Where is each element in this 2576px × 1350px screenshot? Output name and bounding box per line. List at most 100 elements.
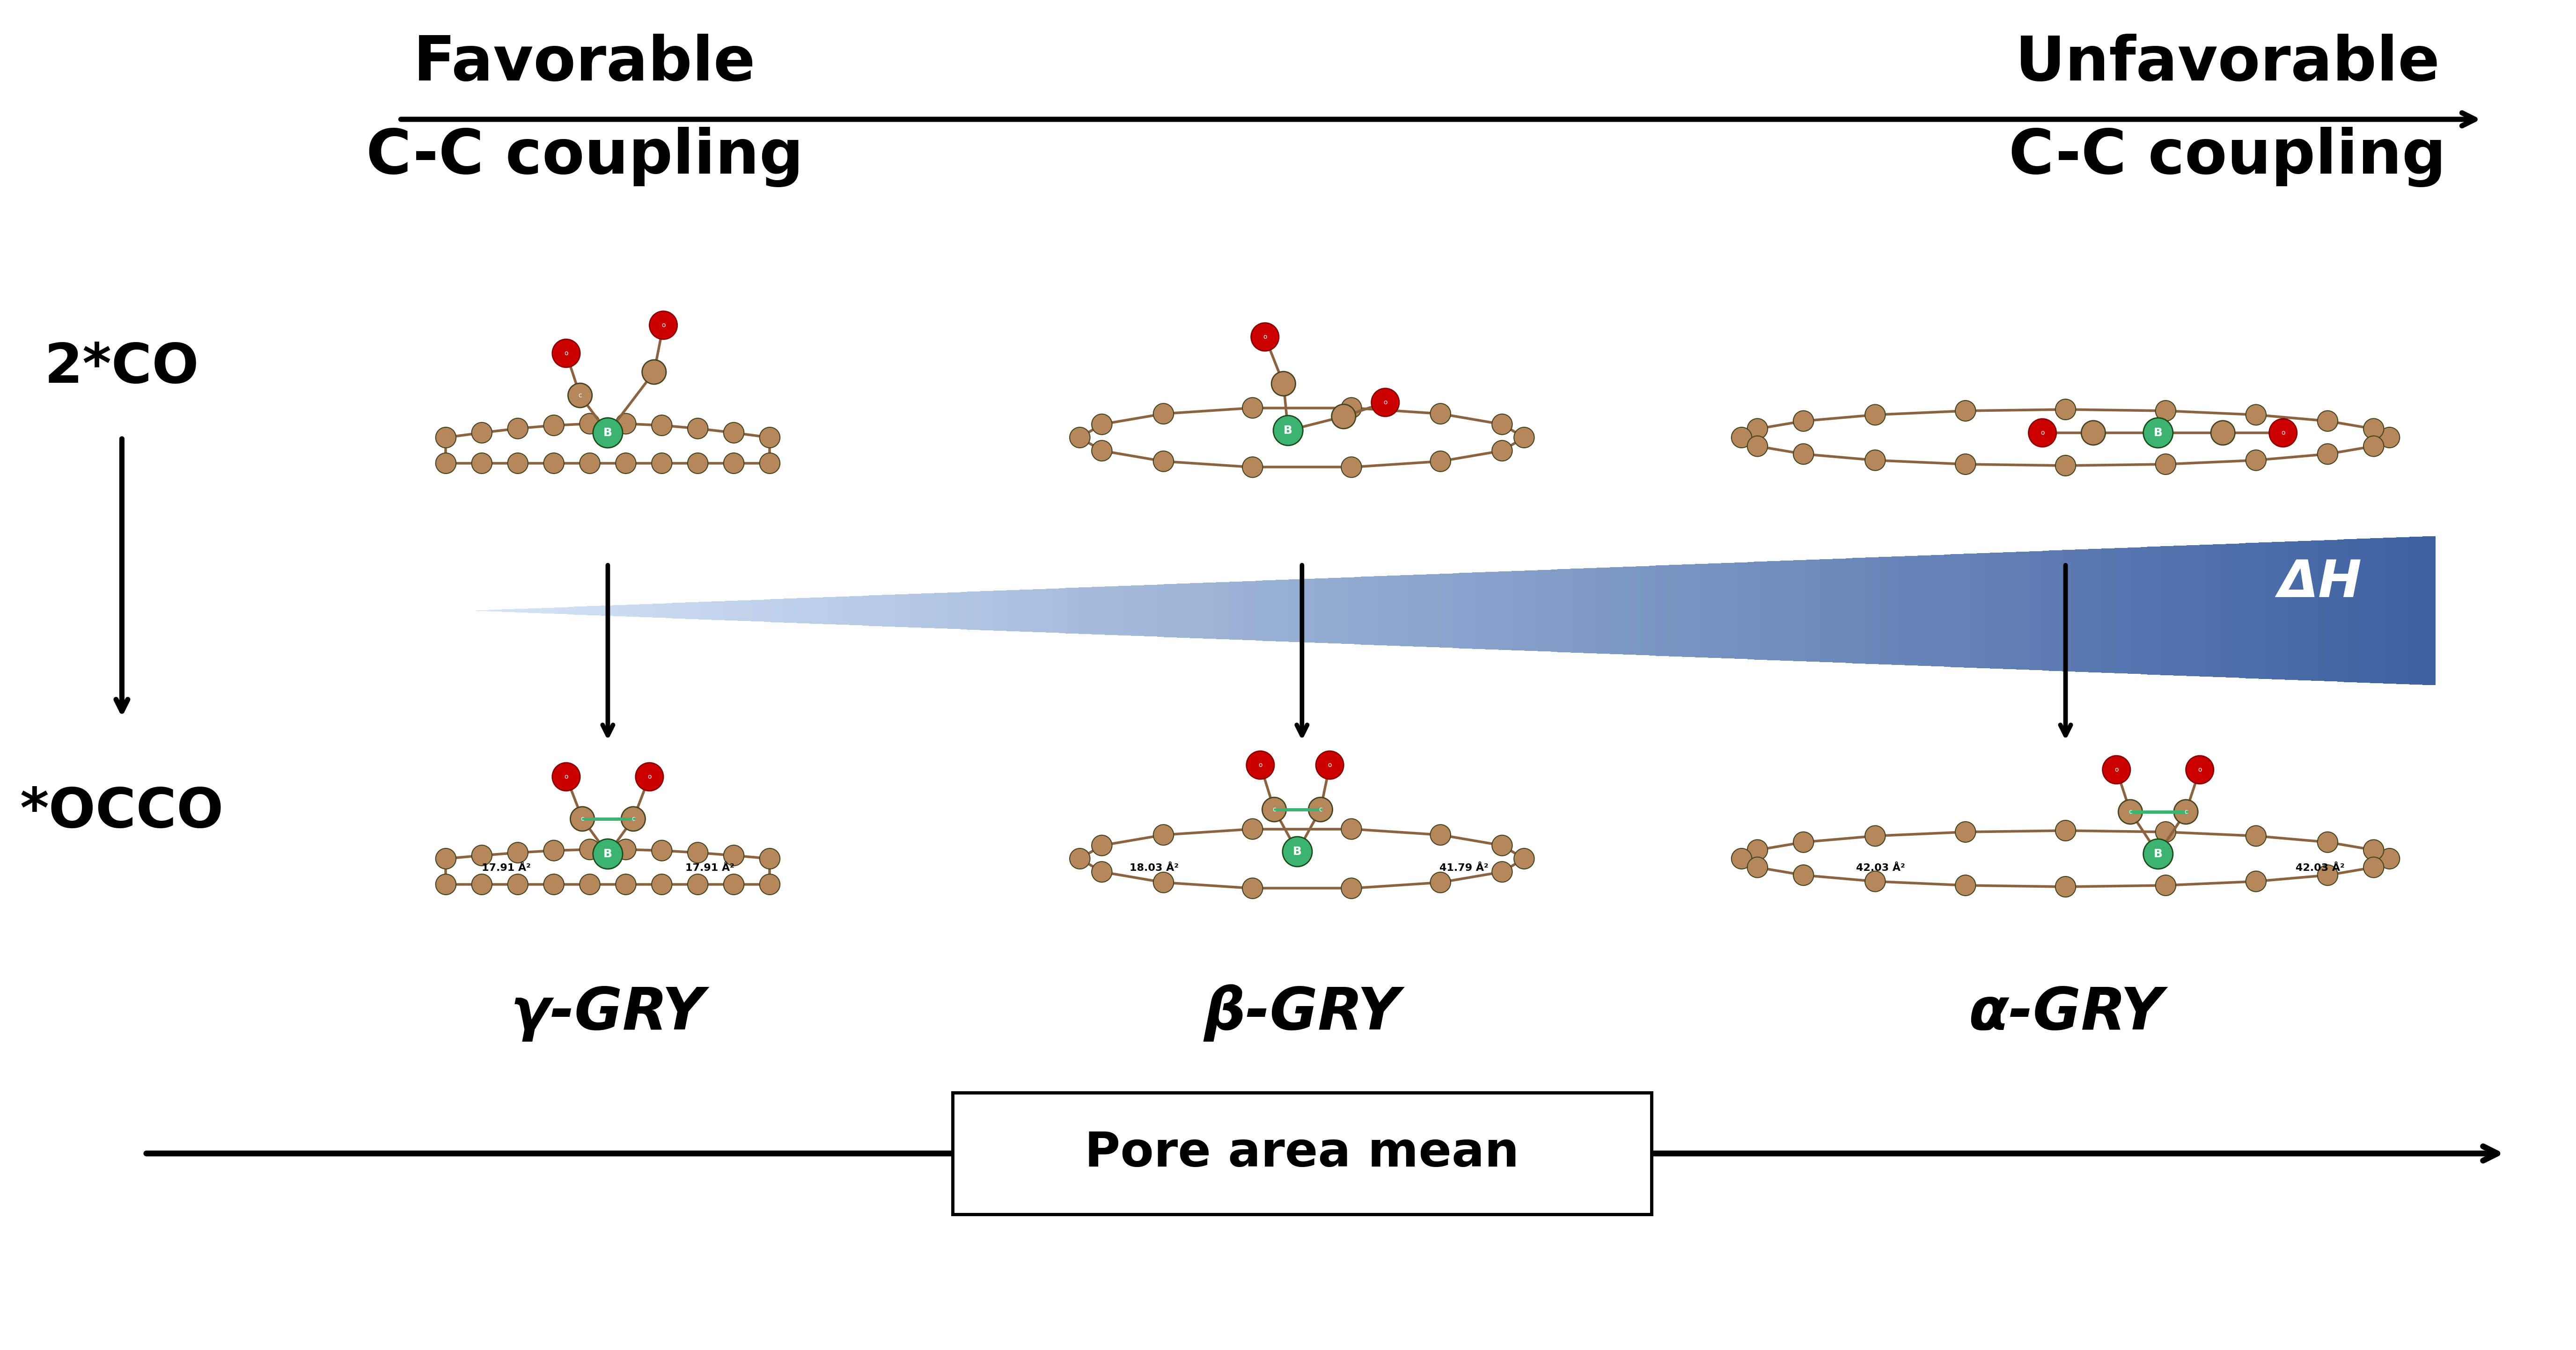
Circle shape <box>1430 825 1450 845</box>
Polygon shape <box>2421 536 2429 684</box>
Polygon shape <box>1814 559 1819 661</box>
Circle shape <box>1154 825 1175 845</box>
Circle shape <box>2318 832 2339 852</box>
Polygon shape <box>469 396 2437 610</box>
Circle shape <box>2156 454 2177 474</box>
Polygon shape <box>1334 578 1342 644</box>
Circle shape <box>2246 450 2267 471</box>
Polygon shape <box>1054 589 1059 633</box>
Polygon shape <box>863 595 868 625</box>
Circle shape <box>1793 410 1814 431</box>
Polygon shape <box>1996 552 2004 668</box>
Polygon shape <box>685 602 693 618</box>
Circle shape <box>544 840 564 861</box>
Polygon shape <box>2378 539 2383 683</box>
Polygon shape <box>1656 566 1662 656</box>
Polygon shape <box>1255 580 1262 641</box>
Polygon shape <box>744 601 750 621</box>
Circle shape <box>688 454 708 474</box>
Text: C-C coupling: C-C coupling <box>2009 127 2447 186</box>
Polygon shape <box>1899 556 1904 666</box>
Polygon shape <box>850 597 855 625</box>
Polygon shape <box>796 598 804 624</box>
Polygon shape <box>1991 552 1996 668</box>
Polygon shape <box>1558 570 1564 652</box>
Polygon shape <box>507 609 515 612</box>
Circle shape <box>616 413 636 433</box>
Polygon shape <box>1571 568 1577 652</box>
Polygon shape <box>981 591 987 630</box>
Polygon shape <box>2179 545 2187 676</box>
Polygon shape <box>1716 563 1721 657</box>
Circle shape <box>1955 822 1976 842</box>
Circle shape <box>724 873 744 895</box>
Polygon shape <box>2128 548 2133 674</box>
Polygon shape <box>1097 587 1105 634</box>
Polygon shape <box>1597 568 1602 653</box>
Polygon shape <box>791 598 796 622</box>
Polygon shape <box>1525 571 1530 651</box>
Polygon shape <box>1819 559 1826 661</box>
Polygon shape <box>881 595 889 626</box>
Polygon shape <box>1945 555 1950 667</box>
Circle shape <box>2246 871 2267 891</box>
Polygon shape <box>1564 568 1571 652</box>
Circle shape <box>435 427 456 448</box>
Circle shape <box>1430 872 1450 892</box>
Text: o: o <box>2040 429 2045 436</box>
Polygon shape <box>1589 568 1597 653</box>
Polygon shape <box>1046 589 1054 633</box>
Circle shape <box>1492 440 1512 460</box>
Polygon shape <box>613 605 621 616</box>
Polygon shape <box>1458 572 1466 648</box>
Polygon shape <box>1615 567 1623 655</box>
Circle shape <box>649 312 677 339</box>
Polygon shape <box>1355 576 1360 644</box>
Polygon shape <box>783 598 791 622</box>
Polygon shape <box>592 606 600 616</box>
Polygon shape <box>2403 537 2409 684</box>
Polygon shape <box>1440 574 1445 648</box>
Polygon shape <box>1079 587 1084 634</box>
Polygon shape <box>1530 570 1538 651</box>
Polygon shape <box>693 602 698 620</box>
Circle shape <box>580 840 600 860</box>
Circle shape <box>544 454 564 474</box>
Text: B: B <box>2154 848 2164 860</box>
Circle shape <box>1332 404 1355 429</box>
Text: c: c <box>577 392 582 398</box>
Polygon shape <box>837 597 842 625</box>
Polygon shape <box>2259 543 2264 679</box>
Polygon shape <box>1182 583 1190 637</box>
Polygon shape <box>1602 567 1610 653</box>
Circle shape <box>616 873 636 895</box>
Polygon shape <box>600 606 608 616</box>
Circle shape <box>2056 400 2076 420</box>
Polygon shape <box>961 591 966 629</box>
Polygon shape <box>1347 578 1355 644</box>
Text: 41.79 Å²: 41.79 Å² <box>1440 864 1489 872</box>
Circle shape <box>2143 418 2174 448</box>
Polygon shape <box>2004 552 2009 670</box>
Polygon shape <box>2200 545 2205 676</box>
Polygon shape <box>1860 558 1865 664</box>
Text: 42.03 Å²: 42.03 Å² <box>2295 864 2344 872</box>
Polygon shape <box>1236 582 1242 640</box>
Circle shape <box>1492 414 1512 435</box>
Circle shape <box>1370 389 1399 416</box>
Circle shape <box>2174 799 2197 824</box>
Polygon shape <box>711 601 719 620</box>
Circle shape <box>569 383 592 408</box>
Polygon shape <box>1932 555 1937 667</box>
Polygon shape <box>1577 568 1584 653</box>
Text: 17.91 Å²: 17.91 Å² <box>482 864 531 872</box>
Text: o: o <box>2282 429 2285 436</box>
Polygon shape <box>940 593 948 629</box>
Polygon shape <box>750 599 757 621</box>
Polygon shape <box>1703 564 1708 657</box>
Text: c: c <box>2184 809 2187 815</box>
Polygon shape <box>876 595 881 626</box>
Polygon shape <box>549 608 554 614</box>
Circle shape <box>1316 751 1345 779</box>
Circle shape <box>2362 857 2383 878</box>
